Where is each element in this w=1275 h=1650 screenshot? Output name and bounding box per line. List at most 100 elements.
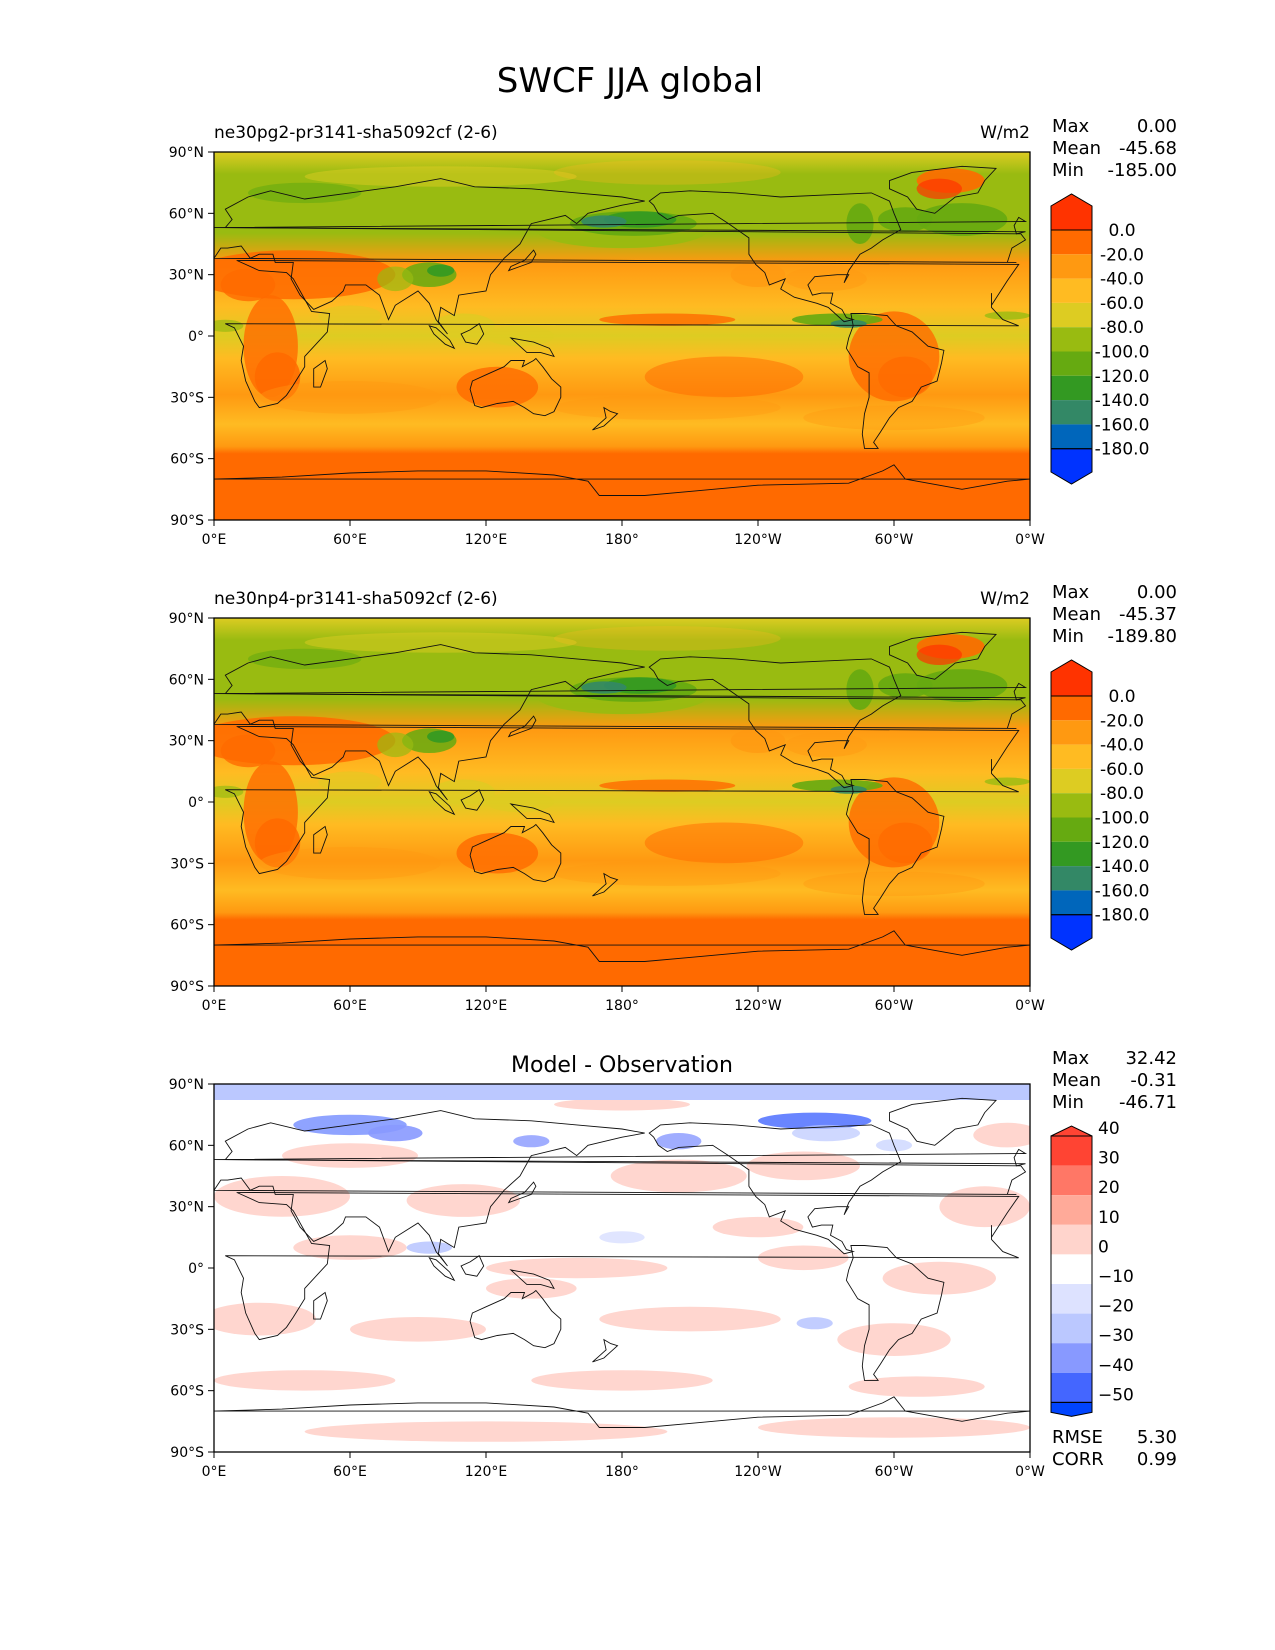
panel-2: 90°N 60°N 30°N 0° 30°S 60°S 90°S 0°E 60°E 120°E 18… — [169, 582, 1177, 1014]
field-feature — [282, 1143, 418, 1168]
coastline-sumatra — [428, 791, 456, 816]
field-feature — [746, 1151, 860, 1181]
panel-units: W/m2 — [980, 589, 1030, 609]
stat-mean-value: -45.37 — [1119, 604, 1177, 625]
lon-tick-label: 180° — [605, 998, 639, 1014]
field-feature — [377, 732, 414, 758]
colorbar-tick-label: 0.0 — [1108, 687, 1135, 707]
coastline-south-america — [845, 313, 945, 449]
field-feature — [318, 771, 382, 792]
field-feature — [599, 1231, 645, 1244]
panel-units: W/m2 — [980, 123, 1030, 143]
field-feature — [792, 1124, 860, 1142]
lat-tick-label: 90°N — [169, 611, 204, 627]
field-feature — [248, 182, 362, 204]
field-feature — [304, 1421, 668, 1442]
panel-run-name: ne30pg2-pr3141-sha5092cf (2-6) — [214, 123, 498, 143]
colorbar-extend-min — [1050, 914, 1093, 951]
colorbar-band — [1051, 841, 1092, 867]
colorbar: 0.0 -20.0 -40.0 -60.0 -80.0 -100.0 -120.0 -140.… — [1050, 659, 1150, 951]
colorbar-extend-max — [1050, 659, 1093, 697]
stat-mean-label: Mean — [1052, 138, 1101, 159]
lon-tick-label: 180° — [605, 532, 639, 548]
colorbar-extend-max — [1050, 193, 1093, 231]
field-feature — [513, 1135, 550, 1148]
stat-min-label: Min — [1052, 160, 1084, 181]
lat-tick-label: 30°N — [169, 268, 204, 284]
field-feature — [878, 207, 933, 232]
coastline-africa — [225, 1191, 1020, 1341]
colorbar-tick-label: -20.0 — [1100, 711, 1144, 731]
panel-center-title: Model - Observation — [511, 1053, 733, 1078]
field-feature — [803, 871, 985, 897]
field-feature — [214, 1086, 486, 1099]
coastlines — [214, 1097, 1030, 1428]
coastline-borneo — [460, 1255, 485, 1277]
field-feature — [554, 861, 781, 886]
lon-tick-label: 0°E — [202, 998, 227, 1014]
colorbar: 40 30 20 10 0 −10 −20 −30 −40 −50 — [1050, 1119, 1134, 1417]
colorbar-tick-label: -120.0 — [1095, 833, 1150, 853]
stat-corr-value: 0.99 — [1137, 1449, 1177, 1470]
field-feature — [758, 1086, 1030, 1099]
field-feature — [431, 779, 495, 805]
stat-mean-label: Mean — [1052, 1070, 1101, 1091]
coastline-australia — [469, 1289, 562, 1349]
colorbar-tick-label: 0 — [1098, 1237, 1109, 1257]
lon-tick-label: 120°W — [734, 532, 782, 548]
colorbar-tick-label: −20 — [1098, 1297, 1134, 1317]
map-axes: 90°N 60°N 30°N 0° 30°S 60°S 90°S 0°E 60°E 120°E 18… — [169, 589, 1045, 1014]
coastline-new-zealand — [592, 872, 619, 897]
stat-min-value: -46.71 — [1119, 1092, 1177, 1113]
coastline-greenland — [889, 165, 997, 214]
stat-min-label: Min — [1052, 1092, 1084, 1113]
field-feature — [214, 1370, 396, 1391]
stats-block: Max 32.42 Mean -0.31 Min -46.71 RMSE 5.30 CORR 0.… — [1052, 1048, 1177, 1470]
field-feature — [984, 777, 1030, 786]
field-feature — [427, 730, 455, 743]
coastline-madagascar — [313, 1291, 328, 1320]
colorbar-tick-label: −40 — [1098, 1356, 1134, 1376]
colorbar-band — [1051, 720, 1092, 745]
field-feature — [878, 673, 933, 698]
colorbar-tick-label: 40 — [1098, 1119, 1120, 1139]
colorbar-tick-label: -140.0 — [1095, 857, 1150, 877]
colorbar-band — [1051, 424, 1092, 449]
lon-tick-label: 120°E — [465, 998, 508, 1014]
colorbar-band — [1051, 302, 1092, 328]
field-feature — [758, 1417, 1030, 1438]
colorbar: 0.0 -20.0 -40.0 -60.0 -80.0 -100.0 -120.0 -140.… — [1050, 193, 1149, 485]
field-feature — [846, 203, 874, 244]
field-feature — [531, 1370, 713, 1391]
field-feature — [554, 160, 781, 185]
colorbar-tick-label: −10 — [1098, 1267, 1134, 1287]
coastline-australia — [469, 357, 562, 417]
stat-mean-value: -45.68 — [1119, 138, 1177, 159]
field-feature — [878, 822, 933, 864]
colorbar-band — [1051, 1165, 1092, 1196]
lat-tick-label: 60°S — [170, 452, 204, 468]
coastline-australia — [469, 823, 562, 883]
coastline-europe-asia — [214, 178, 1027, 335]
lon-tick-label: 0°E — [202, 532, 227, 548]
coastline-antarctica — [214, 930, 1030, 962]
field-feature — [846, 669, 874, 710]
coastline-africa — [225, 259, 1020, 409]
colorbar-band — [1051, 1343, 1092, 1373]
colorbar-tick-label: -20.0 — [1100, 245, 1144, 265]
lat-tick-label: 0° — [188, 329, 204, 345]
coastline-north-america — [648, 1122, 902, 1255]
stat-max-value: 0.00 — [1137, 582, 1177, 603]
colorbar-band — [1051, 278, 1092, 303]
colorbar-band — [1051, 696, 1092, 721]
field-feature — [939, 1186, 1030, 1228]
coastline-sumatra — [428, 1257, 456, 1282]
field-feature — [554, 1098, 690, 1111]
stat-max-value: 32.42 — [1125, 1048, 1177, 1069]
lat-tick-label: 60°N — [169, 206, 204, 222]
colorbar-tick-label: 10 — [1098, 1208, 1120, 1228]
field-feature — [406, 1184, 520, 1217]
lon-tick-label: 0°W — [1015, 1464, 1045, 1480]
colorbar-band — [1051, 866, 1092, 891]
colorbar-band — [1051, 793, 1092, 818]
